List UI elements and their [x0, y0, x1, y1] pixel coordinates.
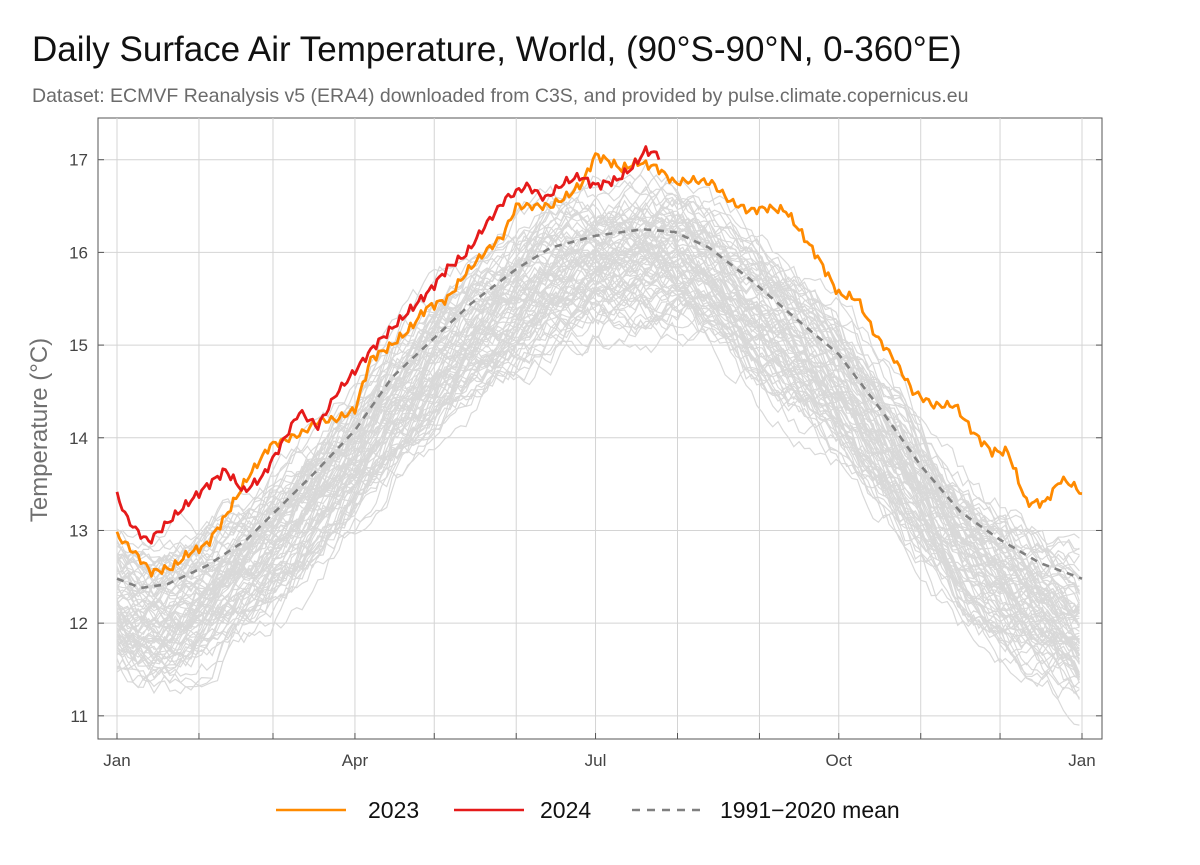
chart-subtitle: Dataset: ECMVF Reanalysis v5 (ERA4) down… [32, 85, 969, 107]
legend: 2023 2024 1991−2020 mean [276, 797, 900, 823]
background-year-line [116, 162, 1080, 592]
axis-ticks: 11 12 13 14 15 16 17 Jan Apr Jul Oct Jan [69, 151, 1102, 770]
background-year-line [116, 312, 1080, 659]
background-year-line [116, 292, 1080, 700]
legend-label: 2024 [540, 797, 591, 823]
plot-frame [97, 117, 1103, 740]
background-year-line [116, 295, 1080, 665]
background-year-line [116, 183, 1080, 615]
background-year-line [116, 236, 1080, 640]
background-year-line [116, 275, 1080, 643]
background-year-line [116, 174, 1080, 581]
x-tick-label: Jan [1068, 751, 1095, 770]
legend-label: 1991−2020 mean [720, 797, 900, 823]
legend-label: 2023 [368, 797, 419, 823]
background-year-line [116, 198, 1080, 595]
background-year-line [116, 299, 1080, 684]
y-axis-label: Temperature (°C) [26, 338, 53, 522]
background-year-line [116, 228, 1080, 613]
background-year-line [116, 249, 1080, 615]
x-tick-label: Oct [826, 751, 853, 770]
background-year-line [116, 233, 1080, 655]
x-tick-label: Jan [103, 751, 130, 770]
grid-lines [98, 118, 1102, 739]
y-tick-label: 13 [69, 521, 88, 540]
background-year-line [116, 208, 1080, 615]
y-tick-label: 15 [69, 336, 88, 355]
background-year-line [116, 276, 1080, 648]
background-year-line [116, 211, 1080, 588]
y-tick-label: 16 [69, 243, 88, 262]
background-year-line [116, 259, 1080, 656]
y-tick-label: 14 [69, 429, 88, 448]
background-year-line [116, 185, 1080, 580]
x-tick-label: Jul [585, 751, 607, 770]
series-line-2023 [115, 152, 1083, 578]
chart-title: Daily Surface Air Temperature, World, (9… [32, 30, 962, 69]
background-year-line [116, 310, 1080, 689]
background-year-line [116, 247, 1080, 671]
background-year-line [116, 193, 1080, 558]
background-year-line [116, 174, 1080, 573]
y-tick-label: 11 [70, 707, 88, 726]
background-year-line [116, 205, 1080, 629]
x-tick-label: Apr [342, 751, 369, 770]
y-tick-label: 12 [69, 614, 88, 633]
background-year-line [116, 295, 1080, 695]
series-line-1991-2020-mean [116, 227, 1083, 590]
y-tick-label: 17 [69, 151, 88, 170]
series-line-2024 [115, 145, 661, 545]
background-years [116, 162, 1080, 726]
series-layer [115, 145, 1083, 590]
